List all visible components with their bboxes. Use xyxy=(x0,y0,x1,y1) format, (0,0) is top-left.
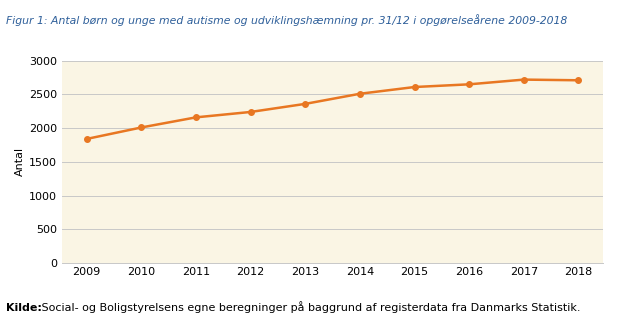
Text: Figur 1: Antal børn og unge med autisme og udviklingshæmning pr. 31/12 i opgørel: Figur 1: Antal børn og unge med autisme … xyxy=(6,14,567,26)
Y-axis label: Antal: Antal xyxy=(15,147,25,177)
Text: Social- og Boligstyrelsens egne beregninger på baggrund af registerdata fra Danm: Social- og Boligstyrelsens egne beregnin… xyxy=(38,301,581,313)
Text: Kilde:: Kilde: xyxy=(6,303,42,313)
